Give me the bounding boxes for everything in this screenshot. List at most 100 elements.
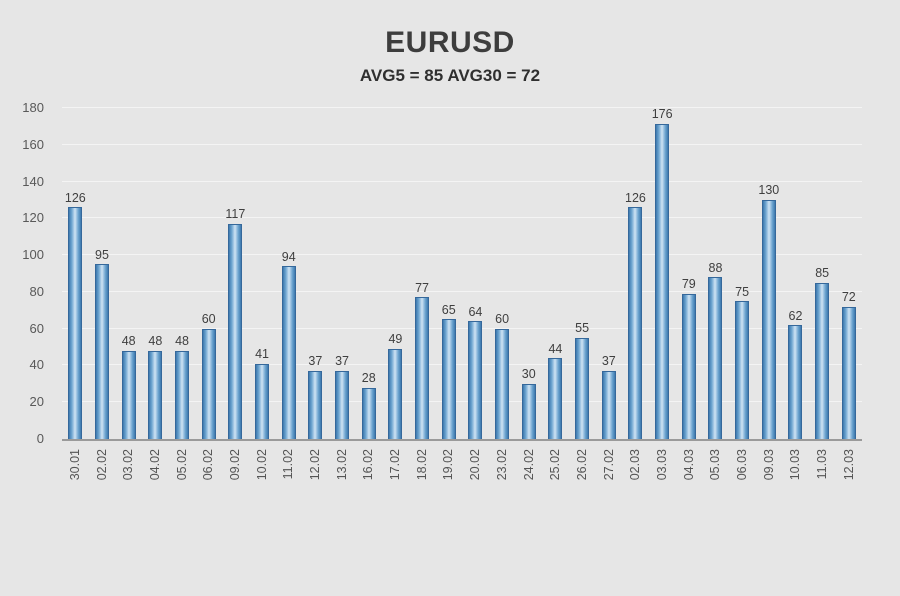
- bar-value-label: 126: [625, 190, 646, 205]
- bar-column: 60: [489, 108, 516, 439]
- bar-column: 79: [675, 108, 702, 439]
- gridline: [62, 254, 862, 256]
- x-slot: 06.03: [729, 444, 756, 514]
- x-tick-label: 24.02: [521, 449, 536, 481]
- x-slot: 16.02: [355, 444, 382, 514]
- bar: [121, 350, 136, 439]
- x-slot: 30.01: [62, 444, 89, 514]
- bar: [708, 277, 723, 439]
- bar: [255, 363, 270, 439]
- x-slot: 04.03: [675, 444, 702, 514]
- bar-column: 55: [569, 108, 596, 439]
- y-tick-label: 160: [22, 136, 44, 152]
- x-tick-label: 05.02: [174, 449, 189, 481]
- gridline: [62, 217, 862, 219]
- bar-value-label: 176: [651, 107, 673, 121]
- gridline: [62, 327, 862, 329]
- bar-value-label: 75: [735, 284, 750, 299]
- x-slot: 09.02: [222, 444, 249, 514]
- bar-value-label: 60: [495, 312, 510, 327]
- x-slot: 05.03: [702, 444, 729, 514]
- gridline: [62, 180, 862, 182]
- bar-column: 48: [115, 108, 142, 439]
- y-tick-label: 100: [22, 247, 44, 263]
- bar-column: 75: [729, 108, 756, 439]
- bar-value-label: 79: [681, 277, 696, 292]
- bar-value-label: 41: [255, 347, 269, 362]
- x-tick-label: 23.02: [494, 449, 509, 481]
- bar-value-label: 37: [308, 354, 323, 369]
- x-tick-label: 02.02: [94, 449, 109, 481]
- gridline: [62, 143, 862, 145]
- bar: [521, 383, 536, 439]
- x-slot: 24.02: [515, 444, 542, 514]
- bar-column: 48: [142, 108, 169, 439]
- x-slot: 25.02: [542, 444, 569, 514]
- bar-value-label: 64: [468, 304, 483, 319]
- gridline: [62, 107, 862, 108]
- x-slot: 11.02: [275, 444, 302, 514]
- gridline: [62, 364, 862, 366]
- x-axis: 30.01 02.02 03.02 04.02 05.02 06.02 09.02 10.02…: [62, 444, 862, 514]
- x-slot: 13.02: [329, 444, 356, 514]
- bar-column: 44: [542, 108, 569, 439]
- plot-area: 126 95 48 48 48 60 117 41 94 37 37 28 49 77 65 64 60 30 44…: [62, 107, 862, 441]
- bar-value-label: 126: [64, 190, 86, 205]
- bar-column: 37: [302, 108, 329, 439]
- bar: [575, 337, 590, 439]
- bar: [175, 350, 190, 439]
- x-tick-label: 11.02: [281, 449, 296, 480]
- x-tick-label: 09.02: [228, 449, 243, 481]
- x-tick-label: 02.03: [628, 449, 643, 481]
- bar: [308, 370, 323, 439]
- x-tick-label: 25.02: [548, 449, 563, 481]
- y-tick-label: 80: [29, 283, 44, 299]
- bar-value-label: 44: [548, 341, 563, 356]
- bar-value-label: 37: [601, 354, 616, 369]
- bar-column: 176: [649, 108, 676, 439]
- bar: [388, 348, 403, 439]
- bar: [201, 328, 216, 439]
- y-tick-label: 180: [22, 100, 44, 115]
- x-tick-label: 04.03: [681, 449, 696, 481]
- bar-value-label: 60: [201, 312, 216, 327]
- bar-column: 117: [222, 108, 249, 439]
- bar-column: 62: [782, 108, 809, 439]
- x-slot: 03.02: [115, 444, 142, 514]
- bar-column: 64: [462, 108, 489, 439]
- bar-value-label: 28: [361, 371, 376, 386]
- bar-column: 41: [249, 108, 276, 439]
- bar-column: 60: [195, 108, 222, 439]
- bars-container: 126 95 48 48 48 60 117 41 94 37 37 28 49 77 65 64 60 30 44…: [62, 108, 862, 439]
- y-tick-label: 20: [29, 394, 44, 410]
- bar-column: 130: [755, 108, 782, 439]
- x-slot: 03.03: [649, 444, 676, 514]
- y-tick-label: 120: [22, 210, 44, 226]
- bar-value-label: 30: [521, 367, 536, 382]
- x-tick-label: 16.02: [361, 449, 376, 481]
- x-slot: 02.02: [89, 444, 116, 514]
- bar: [815, 282, 830, 439]
- x-tick-label: 03.03: [654, 449, 669, 481]
- bar: [681, 293, 696, 439]
- x-tick-label: 19.02: [441, 449, 456, 481]
- x-slot: 05.02: [169, 444, 196, 514]
- bar-value-label: 48: [121, 334, 136, 349]
- x-tick-label: 10.03: [788, 449, 803, 481]
- chart-subtitle: AVG5 = 85 AVG30 = 72: [359, 66, 541, 85]
- bar: [655, 123, 670, 439]
- x-tick-label: 04.02: [148, 449, 163, 481]
- bar-column: 28: [355, 108, 382, 439]
- bar: [148, 350, 163, 439]
- bar-value-label: 88: [708, 260, 723, 275]
- bar-value-label: 95: [95, 247, 109, 262]
- bar: [441, 319, 456, 439]
- bar-value-label: 130: [758, 183, 780, 198]
- bar: [548, 358, 563, 439]
- chart-title: EURUSD: [385, 26, 515, 59]
- bar-column: 85: [809, 108, 836, 439]
- x-tick-label: 03.02: [121, 449, 136, 481]
- x-slot: 12.02: [302, 444, 329, 514]
- x-tick-label: 10.02: [254, 449, 269, 481]
- bar: [761, 199, 776, 439]
